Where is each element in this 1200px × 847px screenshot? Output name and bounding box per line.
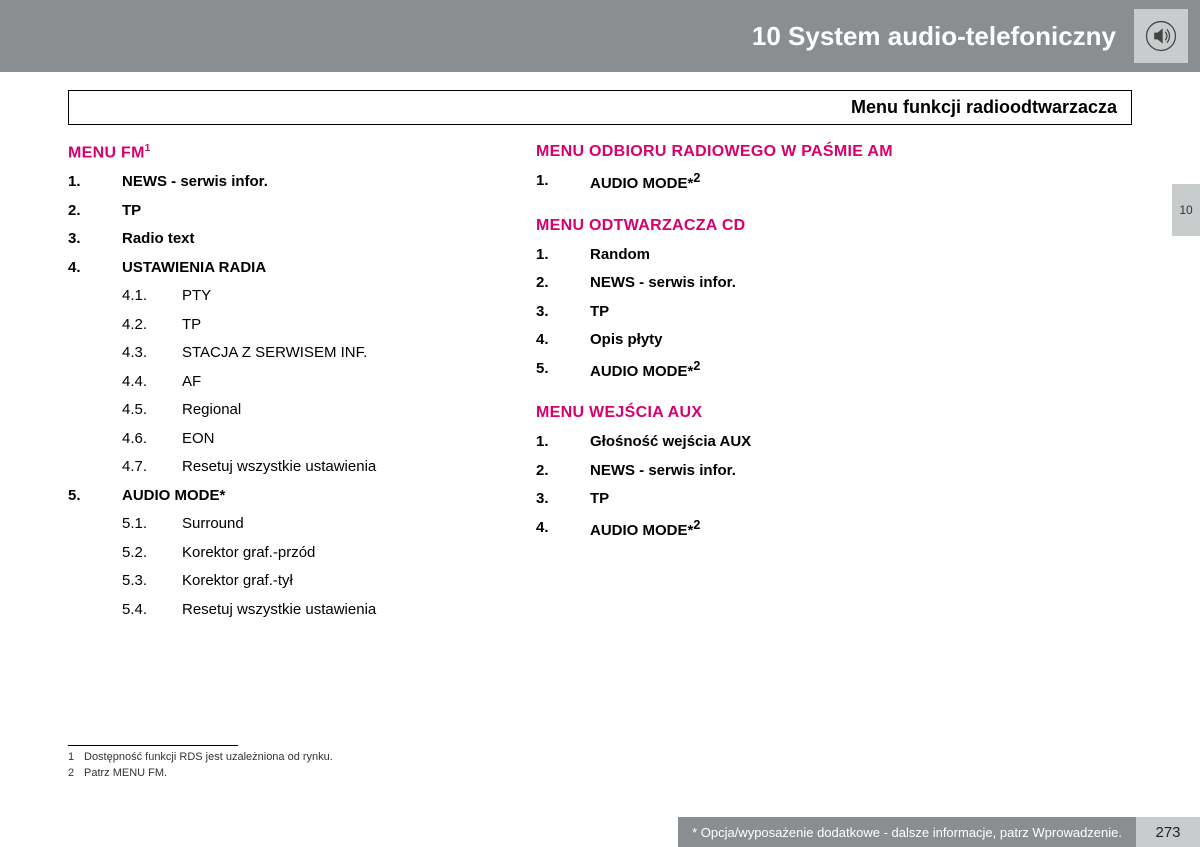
item-number: 1. [536, 428, 590, 457]
footer-note: * Opcja/wyposażenie dodatkowe - dalsze i… [678, 817, 1136, 847]
menu-item: 1.Random [536, 241, 956, 270]
sub-item-label: Resetuj wszystkie ustawienia [182, 596, 376, 625]
item-number: 3. [536, 298, 590, 327]
page-number: 273 [1136, 817, 1200, 847]
sub-item-label: STACJA Z SERWISEM INF. [182, 339, 367, 368]
header-bar: 10 System audio-telefoniczny [0, 0, 1200, 72]
menu-item: 4.AUDIO MODE*2 [536, 514, 956, 546]
content-columns: MENU FM11.NEWS - serwis infor.2.TP3.Radi… [0, 125, 1200, 642]
menu-sub-item: 4.3.STACJA Z SERWISEM INF. [68, 339, 488, 368]
item-number: 3. [68, 225, 122, 254]
item-label: TP [590, 485, 609, 514]
item-number: 4. [68, 254, 122, 283]
menu-item: 2.NEWS - serwis infor. [536, 269, 956, 298]
sub-item-number: 4.4. [122, 368, 182, 397]
item-number: 2. [536, 457, 590, 486]
item-label: NEWS - serwis infor. [590, 457, 736, 486]
sub-item-label: Korektor graf.-tył [182, 567, 293, 596]
sub-item-label: PTY [182, 282, 211, 311]
sub-item-label: EON [182, 425, 215, 454]
sub-item-label: Korektor graf.-przód [182, 539, 315, 568]
sub-item-number: 4.1. [122, 282, 182, 311]
menu-heading: MENU FM1 [68, 143, 488, 162]
sub-item-number: 5.1. [122, 510, 182, 539]
menu-sub-item: 4.7.Resetuj wszystkie ustawienia [68, 453, 488, 482]
sub-item-label: AF [182, 368, 201, 397]
item-label: Random [590, 241, 650, 270]
item-label: AUDIO MODE*2 [590, 514, 700, 546]
menu-item: 1.AUDIO MODE*2 [536, 167, 956, 199]
item-label: Głośność wejścia AUX [590, 428, 751, 457]
column-left: MENU FM11.NEWS - serwis infor.2.TP3.Radi… [68, 143, 488, 642]
item-number: 1. [536, 241, 590, 270]
item-label: AUDIO MODE*2 [590, 167, 700, 199]
footnote: 2Patrz MENU FM. [68, 766, 333, 781]
item-number: 2. [536, 269, 590, 298]
footer-bar: * Opcja/wyposażenie dodatkowe - dalsze i… [678, 817, 1200, 847]
item-label: AUDIO MODE* [122, 482, 225, 511]
sub-item-number: 4.6. [122, 425, 182, 454]
menu-heading: MENU WEJŚCIA AUX [536, 404, 956, 422]
menu-sub-item: 5.4.Resetuj wszystkie ustawienia [68, 596, 488, 625]
menu-item: 5.AUDIO MODE*2 [536, 355, 956, 387]
item-number: 5. [536, 355, 590, 387]
item-label: Opis płyty [590, 326, 663, 355]
menu-sub-item: 4.4.AF [68, 368, 488, 397]
sub-item-label: TP [182, 311, 201, 340]
sub-item-number: 4.3. [122, 339, 182, 368]
footnote: 1Dostępność funkcji RDS jest uzależniona… [68, 750, 333, 765]
item-label: NEWS - serwis infor. [122, 168, 268, 197]
menu-item: 4.Opis płyty [536, 326, 956, 355]
sub-item-number: 5.4. [122, 596, 182, 625]
sub-item-label: Resetuj wszystkie ustawienia [182, 453, 376, 482]
sub-item-label: Surround [182, 510, 244, 539]
item-number: 5. [68, 482, 122, 511]
column-right: MENU ODBIORU RADIOWEGO W PAŚMIE AM1.AUDI… [536, 143, 956, 642]
menu-item: 3.TP [536, 485, 956, 514]
speaker-icon [1134, 9, 1188, 63]
chapter-title: 10 System audio-telefoniczny [752, 21, 1116, 52]
menu-sub-item: 4.2.TP [68, 311, 488, 340]
menu-item: 2.NEWS - serwis infor. [536, 457, 956, 486]
item-number: 2. [68, 197, 122, 226]
menu-heading: MENU ODBIORU RADIOWEGO W PAŚMIE AM [536, 143, 956, 161]
item-label: TP [122, 197, 141, 226]
footnotes: 1Dostępność funkcji RDS jest uzależniona… [68, 745, 333, 781]
menu-sub-item: 4.1.PTY [68, 282, 488, 311]
menu-item: 3.Radio text [68, 225, 488, 254]
sub-item-number: 4.7. [122, 453, 182, 482]
menu-heading: MENU ODTWARZACZA CD [536, 217, 956, 235]
sub-item-number: 4.5. [122, 396, 182, 425]
menu-item: 1.NEWS - serwis infor. [68, 168, 488, 197]
item-label: NEWS - serwis infor. [590, 269, 736, 298]
item-label: TP [590, 298, 609, 327]
menu-item: 2.TP [68, 197, 488, 226]
menu-sub-item: 4.6.EON [68, 425, 488, 454]
menu-sub-item: 4.5.Regional [68, 396, 488, 425]
item-number: 4. [536, 514, 590, 546]
menu-sub-item: 5.2.Korektor graf.-przód [68, 539, 488, 568]
item-number: 1. [536, 167, 590, 199]
sub-item-label: Regional [182, 396, 241, 425]
item-label: AUDIO MODE*2 [590, 355, 700, 387]
item-number: 4. [536, 326, 590, 355]
item-label: USTAWIENIA RADIA [122, 254, 266, 283]
sub-item-number: 5.3. [122, 567, 182, 596]
menu-item: 1.Głośność wejścia AUX [536, 428, 956, 457]
sub-item-number: 5.2. [122, 539, 182, 568]
menu-sub-item: 5.1.Surround [68, 510, 488, 539]
section-subheader: Menu funkcji radioodtwarzacza [68, 90, 1132, 125]
page-section-tab: 10 [1172, 184, 1200, 236]
item-label: Radio text [122, 225, 195, 254]
item-number: 1. [68, 168, 122, 197]
menu-item: 5.AUDIO MODE* [68, 482, 488, 511]
menu-sub-item: 5.3.Korektor graf.-tył [68, 567, 488, 596]
sub-item-number: 4.2. [122, 311, 182, 340]
item-number: 3. [536, 485, 590, 514]
menu-item: 3.TP [536, 298, 956, 327]
menu-item: 4.USTAWIENIA RADIA [68, 254, 488, 283]
